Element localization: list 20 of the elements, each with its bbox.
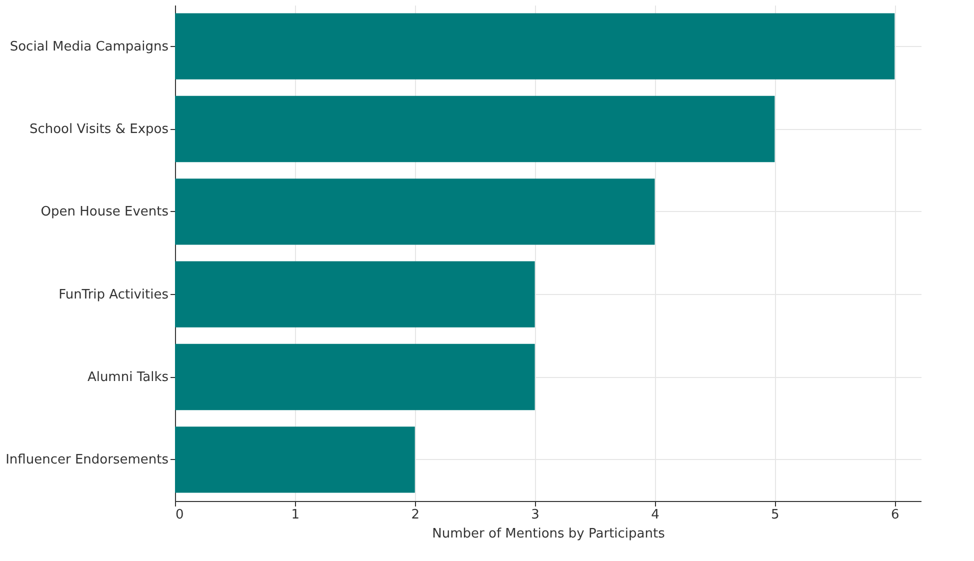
bar: [175, 261, 535, 328]
bar: [175, 96, 775, 162]
x-tick-label: 5: [771, 508, 780, 522]
x-tick-label: 1: [291, 508, 300, 522]
y-tick-label: Alumni Talks: [87, 370, 169, 385]
y-tick-label: Social Media Campaigns: [10, 39, 169, 54]
y-tick-label: FunTrip Activities: [58, 287, 169, 302]
x-tick-label: 4: [651, 508, 660, 522]
bar: [175, 13, 895, 80]
x-tick-label: 0: [176, 508, 184, 522]
bar: [175, 344, 535, 410]
y-tick-label: School Visits & Expos: [29, 122, 169, 137]
x-tick-label: 2: [411, 508, 420, 522]
x-tick-label: 3: [531, 508, 540, 522]
y-tick-label: Influencer Endorsements: [6, 452, 169, 468]
bar: [175, 426, 415, 493]
bar: [175, 178, 655, 245]
y-tick-label: Open House Events: [40, 204, 169, 220]
x-axis-title: Number of Mentions by Participants: [432, 526, 666, 542]
x-tick-label: 6: [890, 508, 900, 522]
